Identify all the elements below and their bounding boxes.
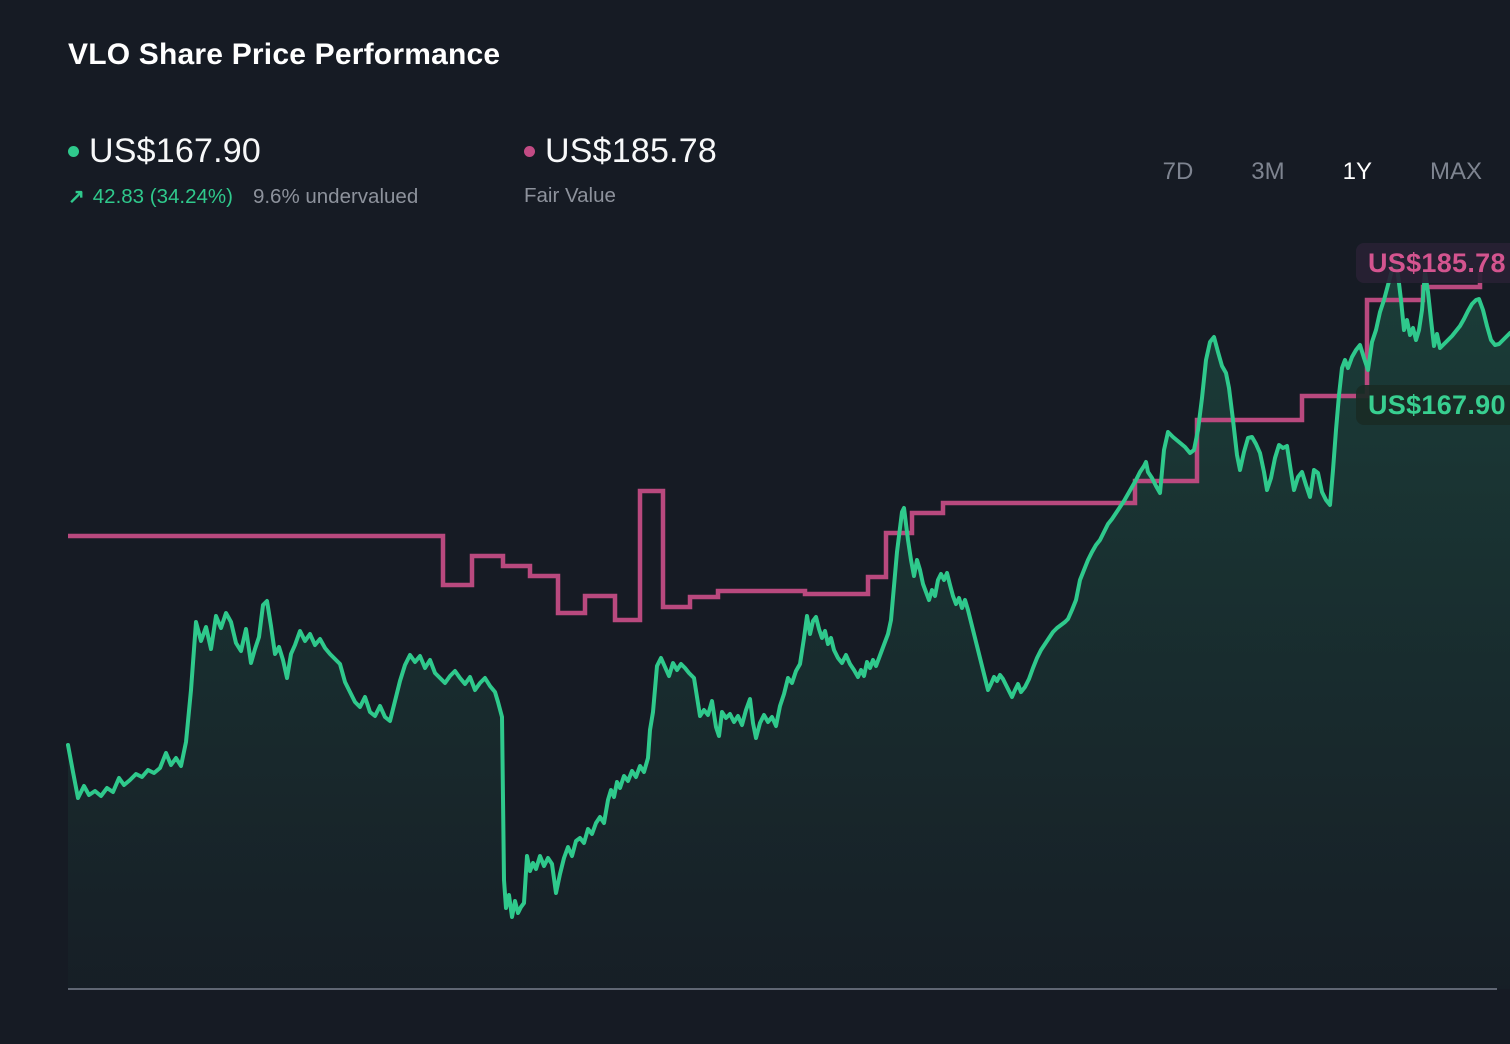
fair-value-label: Fair Value [524, 184, 616, 207]
current-price-value: US$167.90 [89, 132, 261, 170]
share-price-area-fill [68, 258, 1510, 989]
range-option-1y[interactable]: 1Y [1342, 158, 1372, 185]
share-price-line [66, 256, 1510, 919]
range-option-7d[interactable]: 7D [1162, 158, 1194, 185]
time-range-selector: 7D 3M 1Y MAX [1163, 158, 1482, 186]
fair-value-dot-icon [524, 146, 535, 157]
range-option-3m[interactable]: 3M [1251, 158, 1285, 185]
share-price-dot-icon [68, 146, 79, 157]
fair-value-badge: US$185.78 [1356, 243, 1510, 283]
range-option-max[interactable]: MAX [1429, 158, 1482, 185]
share-price-badge-label: US$167.90 [1368, 390, 1506, 420]
fair-value-legend: US$185.78 Fair Value [524, 132, 717, 208]
up-arrow-icon: ↗ [68, 186, 85, 208]
valuation-status: 9.6% undervalued [252, 185, 419, 208]
share-price-badge: US$167.90 [1356, 385, 1510, 425]
price-change: 42.83 (34.24%) [92, 185, 233, 208]
page-title: VLO Share Price Performance [68, 38, 501, 71]
fair-value-badge-label: US$185.78 [1368, 248, 1506, 278]
fair-value-amount: US$185.78 [545, 132, 717, 170]
share-price-legend: US$167.90 ↗ 42.83 (34.24%) 9.6% underval… [68, 132, 418, 209]
fair-value-line [68, 272, 1483, 623]
